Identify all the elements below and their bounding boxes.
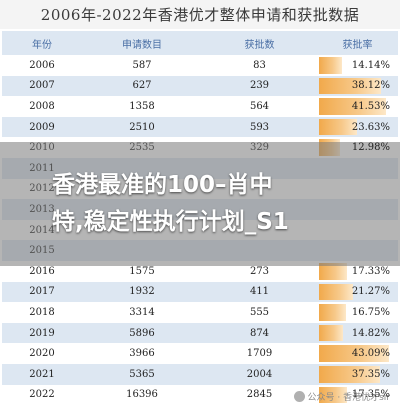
cell-approved: 2004: [246, 368, 273, 380]
rate-text: 17.35%: [351, 389, 390, 401]
rate-text: 17.33%: [351, 265, 390, 277]
cell-approved: 564: [249, 100, 270, 112]
cell-year: 2008: [29, 100, 55, 112]
banner-line-1: 香港最准的100–肖中: [52, 172, 273, 198]
cell-rate: 41.53%: [317, 96, 398, 117]
cell-year: 2009: [29, 121, 55, 133]
rate-bar: [319, 365, 380, 383]
rate-text: 16.75%: [351, 306, 390, 318]
cell-applications: 5896: [129, 327, 155, 339]
cell-applications: 1358: [129, 100, 155, 112]
table-row: 2008 1358 564 41.53%: [2, 96, 398, 117]
table-row: 2016 1575 273 17.33%: [2, 260, 398, 282]
cell-approved: 593: [249, 121, 270, 133]
cell-year: 2017: [29, 286, 55, 298]
wechat-icon: [293, 391, 305, 402]
cell-approved: 1709: [246, 348, 273, 360]
table-row: 2017 1932 411 21.27%: [2, 281, 398, 303]
rate-text: 37.35%: [351, 368, 390, 380]
cell-rate: 21.27%: [317, 282, 398, 303]
cell-year: 2021: [29, 368, 55, 380]
cell-rate: 14.14%: [317, 55, 398, 76]
cell-applications: 3966: [129, 348, 155, 360]
cell-year: 2007: [29, 80, 55, 92]
cell-rate: 43.09%: [317, 343, 398, 364]
cell-rate: 14.82%: [317, 323, 398, 344]
cell-rate: 17.33%: [317, 261, 398, 282]
cell-approved: 83: [253, 59, 266, 71]
cell-year: 2022: [29, 389, 55, 401]
cell-year: 2020: [29, 348, 55, 360]
cell-approved: 555: [249, 306, 270, 318]
rate-text: 41.53%: [351, 100, 390, 112]
table-row: 2020 3966 1709 43.09%: [2, 343, 398, 364]
header-applications: 申请数目: [122, 39, 162, 51]
rate-bar: [319, 386, 348, 404]
cell-applications: 587: [132, 59, 152, 71]
rate-text: 43.09%: [351, 348, 390, 360]
table-row: 2009 2510 593 23.63%: [2, 116, 398, 138]
cell-approved: 2845: [246, 389, 273, 401]
table-title: 2006年-2022年香港优才整体申请和获批数据: [0, 0, 400, 29]
header-rate: 获批率: [342, 39, 373, 51]
cell-applications: 3314: [129, 306, 155, 318]
rate-bar: [319, 283, 354, 301]
rate-bar: [319, 304, 347, 321]
rate-bar: [319, 262, 348, 280]
rate-text: 14.82%: [351, 327, 390, 339]
header-year: 年份: [32, 39, 52, 51]
cell-approved: 874: [249, 327, 270, 339]
cell-rate: 17.35%: [317, 385, 398, 406]
cell-approved: 411: [249, 286, 270, 298]
rate-bar: [319, 77, 381, 95]
cell-year: 2016: [29, 265, 55, 277]
table-row: 2006 587 83 14.14%: [2, 55, 398, 76]
table-row: 2019 5896 874 14.82%: [2, 322, 398, 344]
table-header: 年份 申请数目 获批数 获批率: [2, 31, 398, 55]
rate-bar: [319, 324, 343, 342]
cell-year: 2006: [29, 59, 55, 71]
table-row: 2018 3314 555 16.75%: [2, 302, 398, 323]
cell-applications: 5365: [129, 368, 155, 380]
cell-year: 2018: [29, 306, 55, 318]
cell-rate: 37.35%: [317, 364, 398, 385]
rate-bar: [319, 57, 342, 74]
table-row: 2007 627 239 38.12%: [2, 75, 398, 97]
cell-applications: 16396: [126, 389, 158, 401]
watermark-text: 公众号 · 香港优才sir: [307, 393, 390, 403]
cell-approved: 273: [249, 265, 270, 277]
rate-bar: [319, 118, 358, 136]
cell-year: 2019: [29, 327, 55, 339]
rate-text: 14.14%: [351, 59, 390, 71]
watermark: 公众号 · 香港优才sir: [293, 390, 390, 403]
cell-approved: 239: [249, 80, 270, 92]
cell-applications: 2510: [129, 121, 155, 133]
cell-rate: 16.75%: [317, 302, 398, 323]
cell-rate: 23.63%: [317, 117, 398, 138]
banner-line-2: 特,稳定性执行计划_S1: [52, 209, 289, 235]
header-approved: 获批数: [244, 39, 275, 51]
cell-applications: 1932: [129, 286, 155, 298]
table-row: 2021 5365 2004 37.35%: [2, 363, 398, 385]
rate-text: 23.63%: [351, 121, 390, 133]
overlay-banner: 香港最准的100–肖中 特,稳定性执行计划_S1: [0, 142, 400, 266]
rate-text: 12.98%: [351, 142, 390, 154]
cell-applications: 1575: [129, 265, 155, 277]
cell-rate: 38.12%: [317, 76, 398, 97]
rate-text: 38.12%: [351, 80, 390, 92]
cell-applications: 627: [132, 80, 152, 92]
rate-text: 21.27%: [351, 286, 390, 298]
rate-bar: [319, 98, 387, 115]
rate-bar: [319, 345, 389, 362]
